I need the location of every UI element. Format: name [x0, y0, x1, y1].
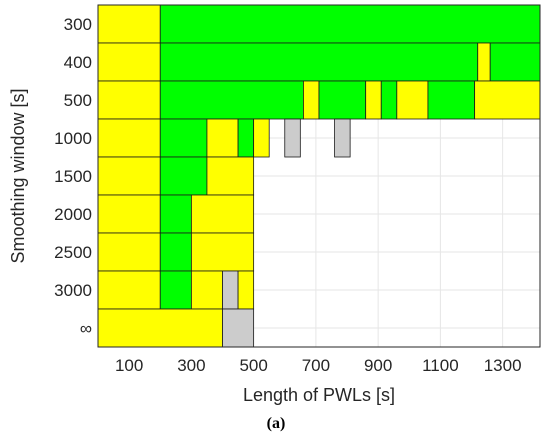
heatmap-cells	[97, 4, 541, 348]
heatmap-cell-yellow	[97, 156, 161, 196]
heatmap-cell-green	[159, 194, 192, 234]
x-axis-label: Length of PWLs [s]	[243, 385, 395, 405]
heatmap-cell-green	[159, 80, 304, 120]
y-tick-label: 2500	[54, 243, 92, 262]
heatmap-cell-green	[159, 4, 541, 44]
heatmap-cell-yellow	[97, 4, 161, 44]
heatmap-cell-yellow	[206, 156, 255, 196]
heatmap-cell-green	[380, 80, 398, 120]
x-tick-label: 300	[177, 356, 205, 375]
y-tick-label: 1500	[54, 167, 92, 186]
heatmap-cell-gray	[334, 118, 351, 158]
y-tick-label: 300	[64, 15, 92, 34]
heatmap-cell-green	[318, 80, 367, 120]
y-tick-label: 3000	[54, 281, 92, 300]
heatmap-cell-green	[159, 118, 208, 158]
y-axis-label: Smoothing window [s]	[8, 88, 28, 263]
heatmap-cell-yellow	[97, 80, 161, 120]
heatmap-cell-yellow	[190, 232, 255, 272]
x-tick-label: 700	[302, 356, 330, 375]
heatmap-cell-green	[159, 270, 192, 310]
heatmap-cell-yellow	[477, 42, 491, 82]
heatmap-cell-yellow	[190, 194, 255, 234]
y-tick-labels: 300 400 500 1000 1500 2000 2500 3000 ∞	[54, 15, 92, 338]
heatmap-cell-green	[489, 42, 541, 82]
heatmap-cell-gray	[222, 308, 255, 348]
heatmap-cell-gray	[222, 270, 239, 310]
heatmap-cell-yellow	[253, 118, 270, 158]
x-tick-label: 100	[115, 356, 143, 375]
heatmap-cell-yellow	[396, 80, 429, 120]
heatmap-cell-yellow	[365, 80, 382, 120]
x-tick-label: 1100	[422, 356, 459, 375]
y-tick-label: 1000	[54, 129, 92, 148]
heatmap-cell-green	[159, 156, 208, 196]
heatmap-cell-green	[159, 42, 479, 82]
x-tick-label: 500	[239, 356, 267, 375]
heatmap-cell-green	[237, 118, 255, 158]
y-tick-label: 500	[64, 91, 92, 110]
axes	[97, 4, 541, 348]
heatmap-cell-gray	[284, 118, 301, 158]
heatmap-cell-yellow	[97, 194, 161, 234]
x-tick-labels: 100 300 500 700 900 1100 1300	[115, 356, 522, 375]
plot-frame	[97, 4, 541, 348]
heatmap-cell-yellow	[474, 80, 541, 120]
heatmap-cell-yellow	[97, 42, 161, 82]
y-tick-label: ∞	[80, 319, 92, 338]
heatmap-cell-yellow	[237, 270, 255, 310]
heatmap-cell-yellow	[97, 118, 161, 158]
heatmap-cell-yellow	[303, 80, 320, 120]
heatmap-cell-green	[159, 232, 192, 272]
x-tick-label: 1300	[484, 356, 522, 375]
heatmap-cell-green	[427, 80, 476, 120]
y-tick-label: 2000	[54, 205, 92, 224]
heatmap-cell-yellow	[190, 270, 223, 310]
x-tick-label: 900	[364, 356, 392, 375]
heatmap-cell-yellow	[97, 270, 161, 310]
heatmap-cell-yellow	[97, 232, 161, 272]
y-tick-label: 400	[64, 53, 92, 72]
figure-caption: (a)	[267, 415, 286, 432]
heatmap-cell-yellow	[97, 308, 223, 348]
heatmap-cell-yellow	[206, 118, 239, 158]
